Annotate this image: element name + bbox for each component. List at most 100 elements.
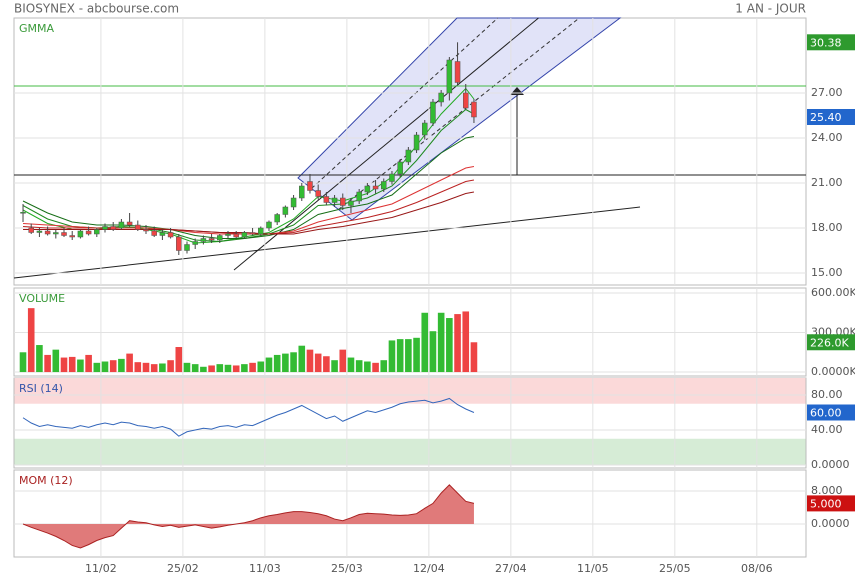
candle-body	[143, 229, 149, 232]
volume-bar	[355, 360, 363, 373]
value-tag	[807, 109, 855, 125]
candle-body	[36, 230, 43, 233]
volume-bar	[101, 361, 109, 373]
candle-body	[192, 241, 198, 245]
value-tag	[807, 404, 855, 421]
candle-body	[159, 232, 166, 236]
panel-frame	[13, 469, 807, 558]
volume-bar	[380, 360, 388, 373]
volume-bar	[470, 342, 478, 373]
mom-line	[22, 484, 475, 549]
candle-body	[118, 221, 125, 229]
candle-body	[28, 227, 34, 233]
candle-body	[110, 226, 116, 230]
candle-body	[381, 181, 387, 190]
candle-body	[200, 238, 207, 242]
volume-bar	[109, 360, 117, 373]
candle-body	[258, 227, 264, 235]
value-tag-label: 30.38	[810, 36, 842, 49]
candle-body	[389, 173, 395, 182]
value-tag	[807, 334, 855, 351]
candle-body	[340, 197, 346, 206]
x-tick-label: 27/04	[495, 562, 527, 575]
volume-bar	[339, 349, 347, 373]
volume-bar	[224, 364, 232, 373]
candle-body	[249, 232, 256, 235]
support-line	[13, 206, 641, 279]
candle-body	[331, 197, 338, 203]
volume-bar	[134, 362, 142, 373]
candle-body	[323, 196, 330, 203]
volume-bar	[257, 361, 265, 373]
volume-bar	[216, 364, 224, 373]
volume-bar	[282, 353, 289, 373]
volume-bar	[183, 362, 191, 373]
y-tick-label: 600.00K	[811, 286, 855, 299]
y-tick-label: 18.00	[811, 221, 843, 234]
gmma-line	[22, 179, 475, 235]
x-tick-label: 11/03	[249, 562, 281, 575]
candle-body	[77, 230, 84, 238]
volume-bar	[364, 361, 371, 373]
candle-body	[463, 92, 469, 109]
y-tick-label: 0.0000	[811, 517, 850, 530]
y-tick-label: 0.0000	[811, 458, 850, 471]
volume-bar	[77, 359, 84, 373]
x-tick-label: 25/02	[167, 562, 199, 575]
candle-body	[397, 161, 403, 175]
candle-body	[348, 200, 354, 206]
volume-bar	[175, 347, 183, 373]
volume-bar	[36, 345, 43, 373]
candle-body	[438, 92, 444, 103]
candle-body	[446, 59, 453, 94]
volume-bar	[298, 345, 306, 373]
candle-body	[102, 226, 108, 230]
candle-body	[135, 224, 141, 230]
value-tag-label: 226.0K	[810, 336, 849, 349]
panel-title: GMMA	[19, 22, 55, 35]
candle-body	[422, 122, 428, 136]
y-tick-label: 40.00	[811, 423, 843, 436]
candle-body	[413, 134, 420, 151]
volume-bar	[126, 353, 133, 373]
candle-body	[126, 221, 133, 226]
y-tick-label: 24.00	[811, 131, 843, 144]
annotations	[13, 17, 806, 279]
y-tick-label: 15.00	[811, 266, 843, 279]
volume-bar	[454, 314, 461, 373]
candle-body	[44, 230, 51, 235]
candle-body	[241, 232, 248, 238]
volume-bar	[167, 360, 174, 373]
value-tag-label: 60.00	[810, 406, 842, 419]
regression-channel	[297, 17, 622, 221]
candle-body	[430, 101, 436, 124]
volume-bar	[314, 353, 322, 373]
volume-bar	[93, 362, 101, 373]
gmma-line	[23, 191, 475, 235]
volume-bar	[200, 366, 207, 373]
volume-bar	[19, 352, 27, 373]
value-tag	[807, 495, 855, 512]
candle-body	[85, 230, 92, 235]
header-title: BIOSYNEX - abcbourse.com	[14, 2, 179, 16]
candle-body	[61, 232, 67, 236]
x-tick-label: 11/05	[577, 562, 609, 575]
volume-bar	[241, 364, 248, 373]
y-tick-label: 27.00	[811, 86, 843, 99]
candle-body	[290, 197, 297, 208]
candle-body	[454, 61, 461, 83]
candle-body	[20, 212, 26, 214]
channel-line	[338, 17, 580, 210]
rsi-line	[22, 397, 475, 437]
volume-bar	[405, 339, 412, 373]
volume-bar	[437, 312, 445, 373]
x-tick-label: 25/05	[659, 562, 691, 575]
candle-body	[364, 185, 371, 193]
volume-bar	[85, 354, 92, 373]
volume-bar	[429, 331, 437, 373]
header-period: 1 AN - JOUR	[735, 2, 806, 16]
volume-bar	[306, 349, 314, 373]
